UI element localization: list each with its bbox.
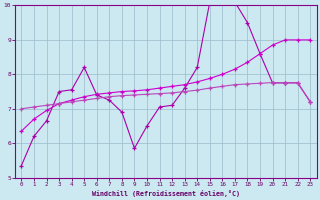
X-axis label: Windchill (Refroidissement éolien,°C): Windchill (Refroidissement éolien,°C) [92, 190, 240, 197]
